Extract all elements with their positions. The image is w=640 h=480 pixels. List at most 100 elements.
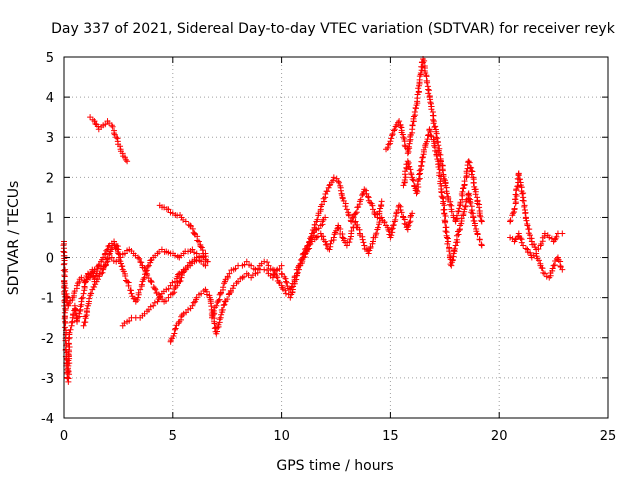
data-point-marker xyxy=(162,298,169,305)
data-point-marker xyxy=(76,307,83,314)
data-point-marker xyxy=(191,249,198,256)
data-point-marker xyxy=(330,234,337,241)
data-point-marker xyxy=(175,271,182,278)
data-point-marker xyxy=(80,322,87,329)
data-point-marker xyxy=(197,243,204,250)
data-point-marker xyxy=(154,298,161,305)
data-point-marker xyxy=(448,208,455,215)
data-point-marker xyxy=(522,245,529,252)
data-point-marker xyxy=(465,158,472,165)
data-point-marker xyxy=(232,265,239,272)
data-point-marker xyxy=(215,297,222,304)
data-point-marker xyxy=(177,277,184,284)
data-point-marker xyxy=(261,266,268,273)
data-point-marker xyxy=(113,134,120,141)
data-point-marker xyxy=(469,168,476,175)
data-point-marker xyxy=(103,247,110,254)
data-point-marker xyxy=(425,90,432,97)
data-point-marker xyxy=(509,210,516,217)
data-point-marker xyxy=(538,241,545,248)
y-tick-label: 5 xyxy=(46,51,54,66)
data-point-marker xyxy=(95,123,102,130)
data-point-marker xyxy=(516,176,523,183)
data-point-marker xyxy=(549,265,556,272)
data-point-marker xyxy=(443,190,450,197)
data-point-marker xyxy=(94,276,101,283)
data-point-marker xyxy=(117,143,124,150)
data-point-marker xyxy=(111,131,118,138)
data-point-marker xyxy=(520,242,527,249)
data-point-marker xyxy=(425,87,432,94)
data-point-marker xyxy=(559,266,566,273)
data-point-marker xyxy=(461,206,468,213)
data-point-marker xyxy=(352,210,359,217)
data-point-marker xyxy=(371,210,378,217)
data-point-marker xyxy=(62,287,69,294)
data-point-marker xyxy=(373,230,380,237)
data-point-marker xyxy=(522,210,529,217)
data-point-marker xyxy=(261,258,268,265)
data-point-marker xyxy=(511,205,518,212)
data-point-marker xyxy=(165,285,172,292)
data-point-marker xyxy=(309,230,316,237)
data-point-marker xyxy=(220,302,227,309)
data-point-marker xyxy=(302,250,309,257)
data-point-marker xyxy=(398,209,405,216)
data-point-marker xyxy=(81,283,88,290)
data-point-marker xyxy=(442,219,449,226)
data-point-marker xyxy=(369,202,376,209)
data-point-marker xyxy=(430,116,437,123)
data-point-marker xyxy=(420,59,427,66)
data-point-marker xyxy=(105,243,112,250)
data-point-marker xyxy=(111,242,118,249)
data-point-marker xyxy=(424,136,431,143)
data-point-marker xyxy=(170,332,177,339)
data-point-marker xyxy=(171,330,178,337)
y-tick-label: 3 xyxy=(46,131,54,146)
data-point-marker xyxy=(535,246,542,253)
data-point-marker xyxy=(416,175,423,182)
data-point-marker xyxy=(389,132,396,139)
data-point-marker xyxy=(352,218,359,225)
data-point-marker xyxy=(61,324,68,331)
y-tick-label: 0 xyxy=(46,252,54,267)
data-point-marker xyxy=(559,230,566,237)
data-point-marker xyxy=(387,138,394,145)
x-tick-label: 10 xyxy=(273,429,290,444)
data-point-marker xyxy=(72,306,79,313)
data-point-marker xyxy=(113,245,120,252)
data-point-marker xyxy=(65,362,72,369)
data-point-marker xyxy=(326,182,333,189)
data-point-marker xyxy=(87,290,94,297)
data-point-marker xyxy=(399,131,406,138)
data-point-marker xyxy=(446,248,453,255)
x-axis-label: GPS time / hours xyxy=(276,458,393,474)
data-point-marker xyxy=(65,347,72,354)
data-point-marker xyxy=(350,214,357,221)
data-point-marker xyxy=(428,106,435,113)
data-point-marker xyxy=(70,311,77,318)
x-tick-label: 15 xyxy=(382,429,399,444)
data-point-marker xyxy=(357,196,364,203)
data-point-marker xyxy=(396,202,403,209)
data-point-marker xyxy=(264,267,271,274)
data-point-marker xyxy=(198,258,205,265)
data-point-marker xyxy=(320,195,327,202)
data-point-marker xyxy=(105,251,112,258)
data-point-marker xyxy=(405,222,412,229)
data-point-marker xyxy=(121,250,128,257)
data-point-marker xyxy=(381,219,388,226)
data-point-marker xyxy=(408,171,415,178)
data-point-marker xyxy=(122,273,129,280)
data-point-marker xyxy=(145,306,152,313)
data-point-marker xyxy=(189,225,196,232)
data-point-marker xyxy=(172,325,179,332)
data-point-marker xyxy=(401,177,408,184)
data-point-marker xyxy=(224,296,231,303)
data-point-marker xyxy=(186,259,193,266)
data-point-marker xyxy=(470,214,477,221)
data-point-marker xyxy=(198,290,205,297)
data-point-marker xyxy=(412,104,419,111)
data-point-marker xyxy=(92,120,99,127)
data-point-marker xyxy=(116,254,123,261)
